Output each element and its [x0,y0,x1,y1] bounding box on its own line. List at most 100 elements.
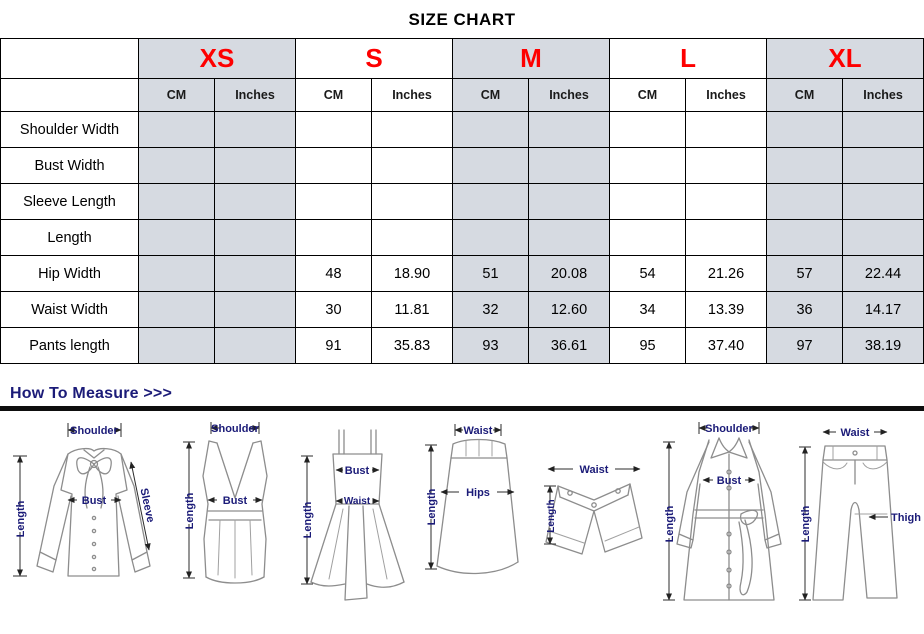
cell-value [138,255,215,292]
cell-value [138,219,215,256]
dress-measure-arrows [301,455,380,585]
cell-value [842,147,924,184]
cell-value [685,183,768,220]
unit-header-cm: CM [766,78,844,112]
table-row: Hip Width 48 18.90 51 20.08 54 21.26 57 22.44 [0,255,924,292]
jeans-illustration: Waist Thigh Length [798,427,921,601]
cell-value [214,291,296,328]
jeans-waist-label: Waist [840,427,869,439]
cell-value [452,183,529,220]
jeans-measure-arrows [798,429,888,601]
coat-outline [676,437,782,601]
row-label: Hip Width [0,255,139,292]
divider-rule [0,406,924,411]
page-title: SIZE CHART [408,10,516,29]
table-row: Sleeve Length [0,183,924,220]
cell-value: 20.08 [527,255,611,292]
unit-header-cm: CM [452,78,529,112]
shorts-illustration: Waist Length [543,464,643,555]
cell-value [138,183,215,220]
table-row: Shoulder Width [0,111,924,148]
cell-value [371,147,453,184]
cell-value [138,111,215,148]
cell-value [452,219,529,256]
cell-value: 95 [609,327,687,364]
coat-bust-label: Bust [717,475,742,487]
corner-cell [0,38,139,79]
cell-value: 22.44 [842,255,924,292]
blouse-outline [36,447,151,577]
cell-value: 51 [452,255,529,292]
cell-value [766,219,844,256]
cell-value [527,219,611,256]
cell-value: 32 [452,291,529,328]
unit-header-inches: Inches [214,78,296,112]
cell-value [685,147,768,184]
skirt-measure-arrows [424,424,515,570]
cell-value: 35.83 [371,327,453,364]
cell-value [527,111,611,148]
cell-value [138,327,215,364]
cell-value: 93 [452,327,529,364]
size-header-xs: XS [138,38,296,79]
cell-value [214,183,296,220]
dress-length-label: Length [302,501,314,538]
cell-value [371,183,453,220]
cell-value [766,183,844,220]
row-label: Shoulder Width [0,111,139,148]
blouse-bust-label: Bust [82,495,107,507]
jeans-outline [812,445,898,601]
cell-value [609,111,687,148]
measure-figures: Shoulder Length Bust Sleeve [0,411,924,623]
cell-value: 37.40 [685,327,768,364]
cell-value: 97 [766,327,844,364]
skirt-waist-label: Waist [464,425,493,437]
unit-header-row: CM Inches CM Inches CM Inches CM Inches … [0,78,924,112]
cell-value [842,183,924,220]
cell-value: 21.26 [685,255,768,292]
cell-value: 48 [295,255,372,292]
vest-length-label: Length [184,492,196,529]
blouse-shoulder-label: Shoulder [70,425,118,437]
unit-header-cm: CM [609,78,687,112]
row-label: Sleeve Length [0,183,139,220]
coat-measure-arrows [663,422,760,601]
size-table: XS S M L XL CM Inches CM Inches CM Inche… [0,38,924,364]
dress-bust-label: Bust [345,465,370,477]
corner-cell [0,78,139,112]
coat-illustration: Shoulder Bust Length [663,422,782,601]
cell-value [138,147,215,184]
cell-value [842,111,924,148]
skirt-length-label: Length [426,488,438,525]
skirt-outline [436,438,519,575]
cell-value [295,111,372,148]
cell-value: 18.90 [371,255,453,292]
cell-value: 91 [295,327,372,364]
unit-header-inches: Inches [527,78,611,112]
cell-value [295,219,372,256]
vest-bust-label: Bust [222,495,247,507]
cell-value [214,147,296,184]
size-header-xl: XL [766,38,924,79]
table-row: Bust Width [0,147,924,184]
cell-value: 38.19 [842,327,924,364]
cell-value: 12.60 [527,291,611,328]
cell-value [214,255,296,292]
cell-value [842,219,924,256]
coat-shoulder-label: Shoulder [705,423,753,435]
cell-value [214,111,296,148]
unit-header-inches: Inches [685,78,768,112]
table-row: Pants length 91 35.83 93 36.61 95 37.40 97 38.19 [0,327,924,364]
vest-illustration: Shoulder Length Bust [182,422,268,584]
unit-header-inches: Inches [371,78,453,112]
cell-value: 54 [609,255,687,292]
skirt-illustration: Waist Hips Length [424,424,519,575]
cell-value [609,147,687,184]
jeans-length-label: Length [800,505,812,542]
cell-value [214,327,296,364]
how-to-measure-heading: How To Measure >>> [10,385,173,402]
size-header-m: M [451,38,611,79]
blouse-length-label: Length [15,500,27,537]
table-row: Waist Width 30 11.81 32 12.60 34 13.39 36 14.17 [0,291,924,328]
